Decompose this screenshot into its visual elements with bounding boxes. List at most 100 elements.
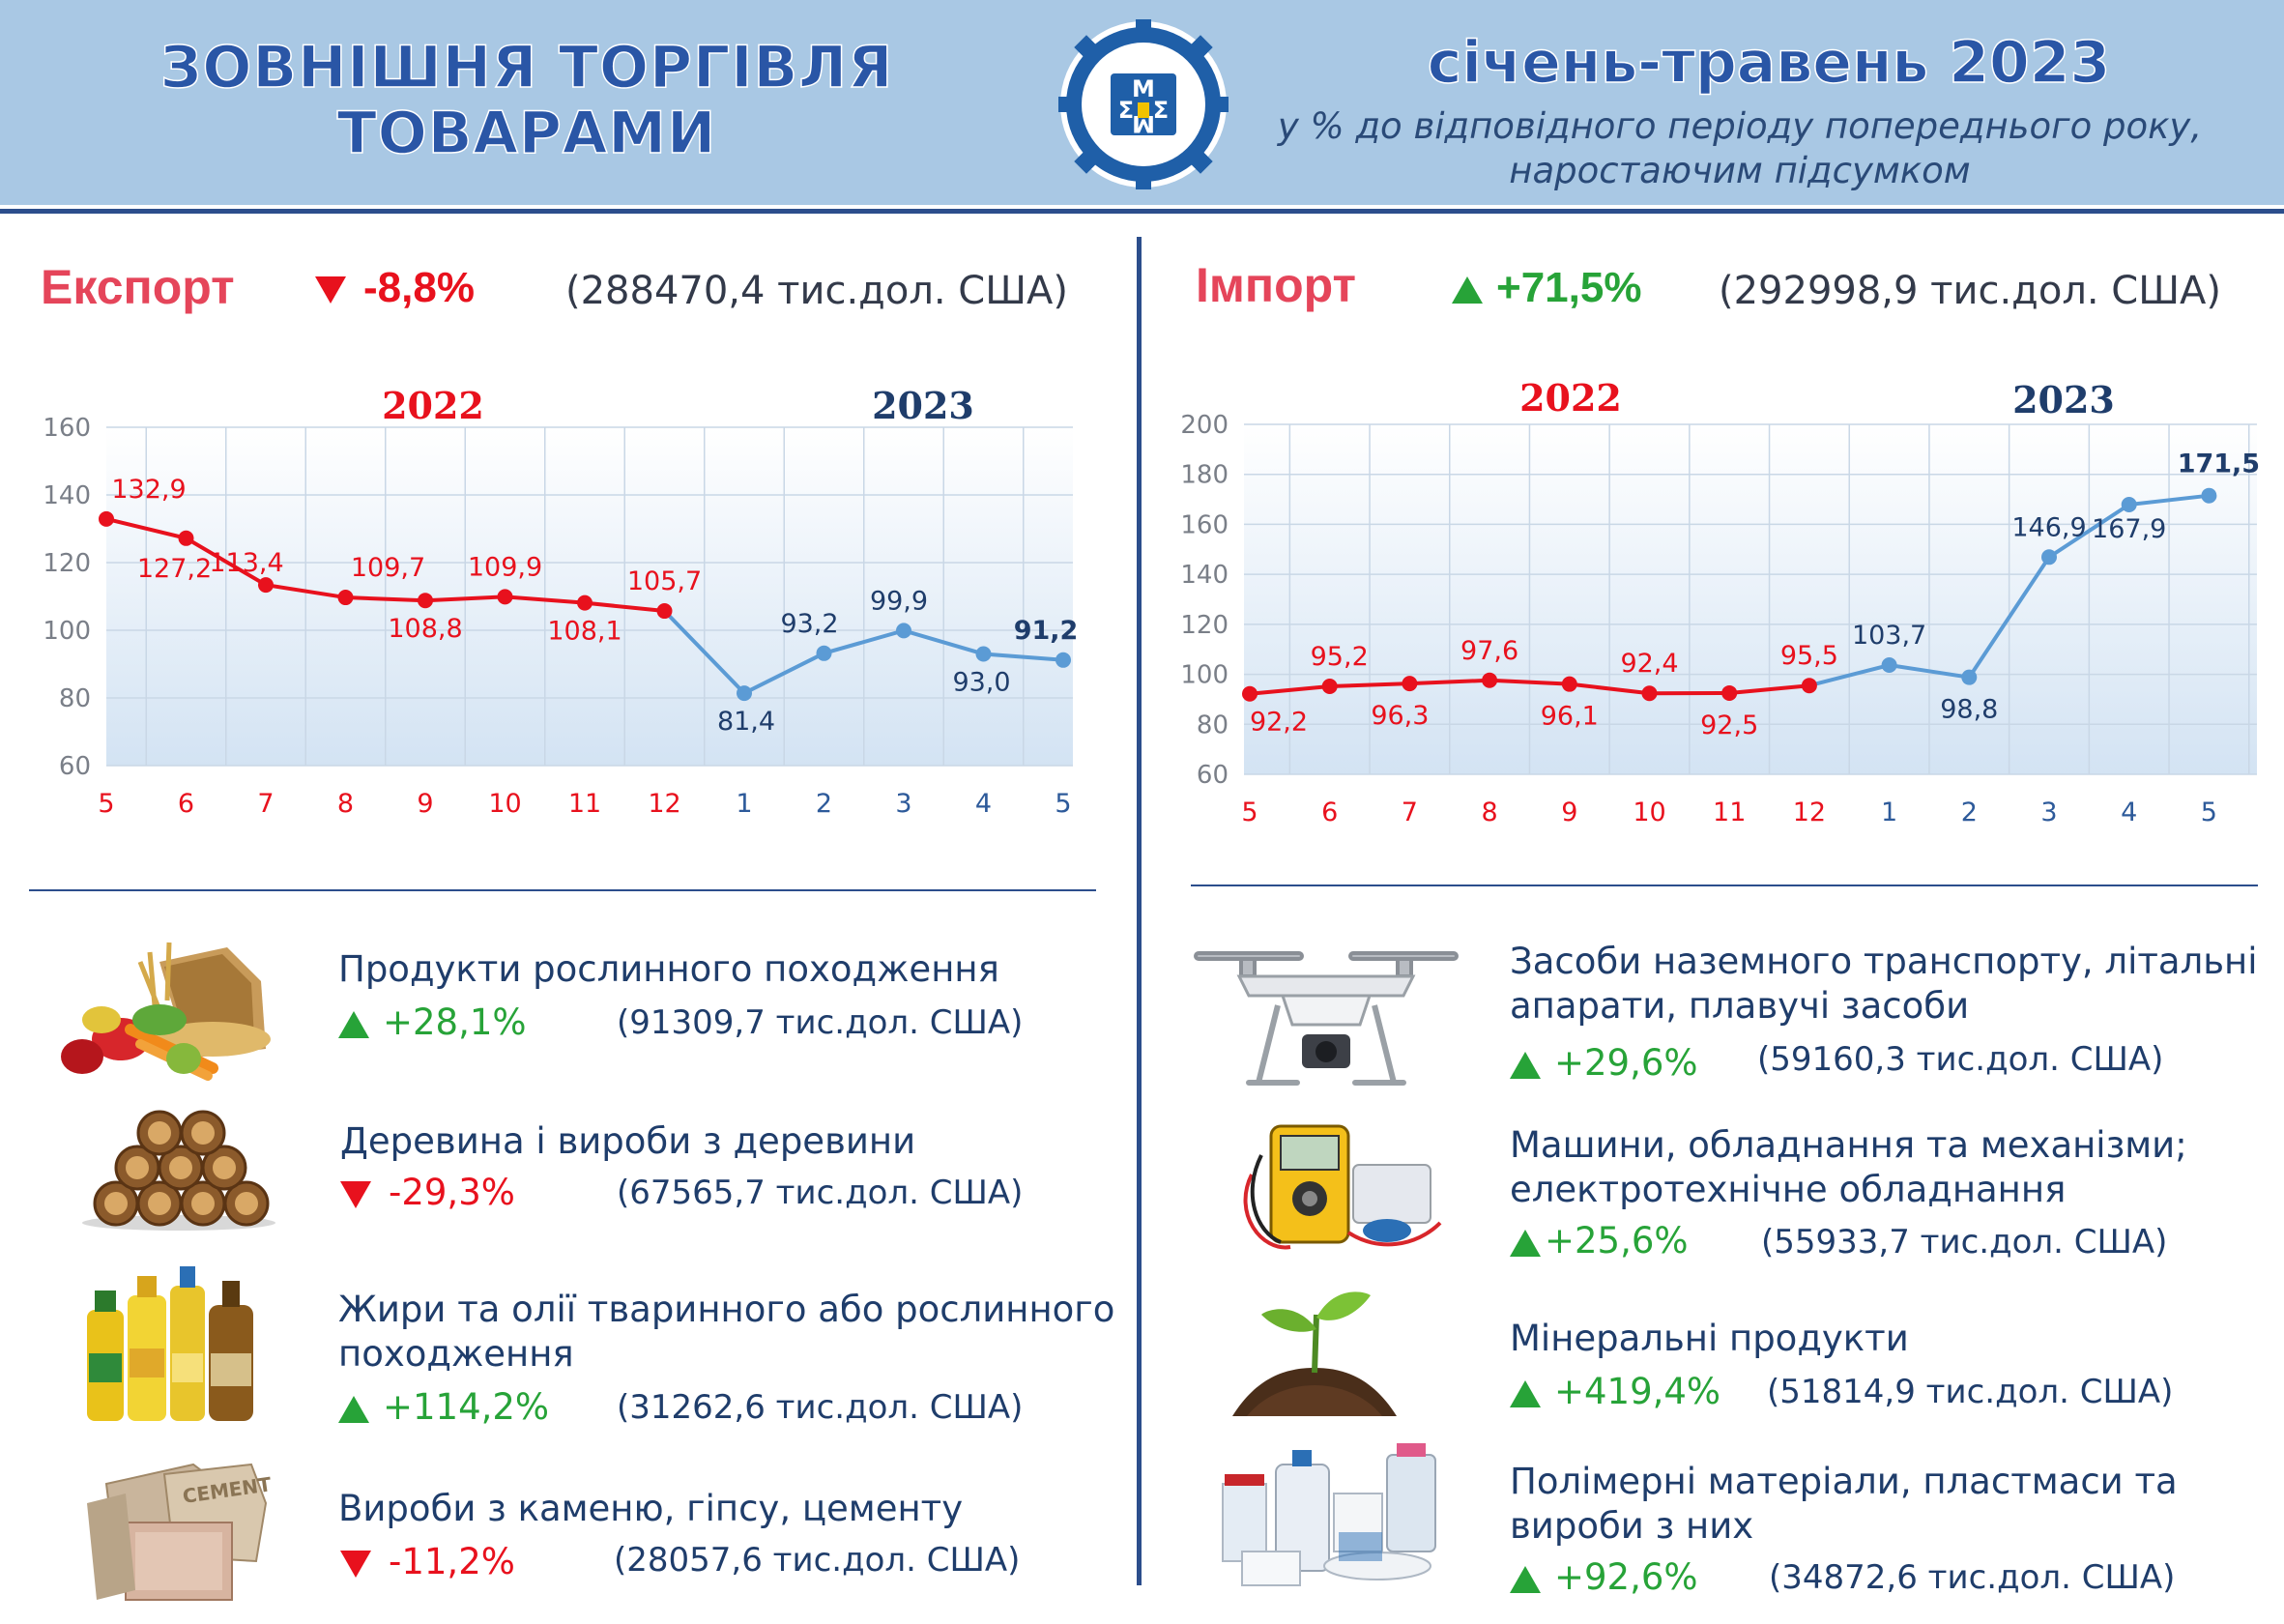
export-xtick-label: 12 bbox=[648, 789, 680, 819]
export-data-point-2023 bbox=[737, 685, 752, 702]
period-note-line2: наростаючим підсумком bbox=[1509, 150, 1971, 191]
export-ytick-label: 120 bbox=[43, 549, 91, 578]
export-category-3-change: +114,2% bbox=[338, 1386, 549, 1428]
import-data-point-2022 bbox=[1801, 678, 1817, 694]
period-note: у % до відповідного періоду попереднього… bbox=[1218, 104, 2262, 193]
export-category-2-amount: (67565,7 тис.дол. США) bbox=[617, 1174, 1024, 1212]
export-data-point-2023 bbox=[975, 646, 992, 662]
sprout-soil-icon bbox=[1232, 1291, 1397, 1416]
export-category-2-change: -29,3% bbox=[340, 1172, 515, 1213]
export-chart-divider bbox=[29, 889, 1096, 891]
multimeter-electronics-icon bbox=[1243, 1124, 1442, 1250]
import-category-1-amount: (59160,3 тис.дол. США) bbox=[1757, 1040, 2164, 1079]
import-category-4-change: +92,6% bbox=[1510, 1556, 1698, 1598]
import-data-point-2022 bbox=[1641, 685, 1658, 702]
export-data-point-2022 bbox=[258, 577, 274, 594]
import-ytick-label: 160 bbox=[1180, 510, 1229, 539]
export-xtick-label: 2 bbox=[816, 789, 832, 819]
export-data-label: 108,8 bbox=[388, 614, 462, 644]
page-title-line1: ЗОВНІШНЯ ТОРГІВЛЯ bbox=[159, 34, 894, 102]
export-xtick-label: 3 bbox=[895, 789, 911, 819]
import-ytick-label: 120 bbox=[1180, 611, 1229, 640]
export-xtick-label: 8 bbox=[337, 789, 354, 819]
export-ytick-label: 100 bbox=[43, 617, 91, 646]
export-data-label: 109,9 bbox=[468, 552, 542, 582]
import-data-point-2022 bbox=[1561, 676, 1577, 692]
import-series-line-2023 bbox=[1808, 493, 2210, 688]
import-data-label: 146,9 bbox=[2011, 512, 2086, 542]
up-arrow-icon bbox=[1452, 276, 1483, 304]
down-arrow-icon bbox=[340, 1180, 371, 1208]
export-data-label: 93,0 bbox=[952, 668, 1010, 698]
import-data-label: 92,2 bbox=[1250, 708, 1308, 738]
import-data-point-2023 bbox=[2201, 487, 2217, 504]
oil-bottles-icon bbox=[87, 1266, 253, 1421]
up-arrow-icon bbox=[1510, 1051, 1541, 1079]
export-series-line-2022 bbox=[105, 516, 665, 614]
up-arrow-icon bbox=[338, 1395, 369, 1423]
svg-text:M: M bbox=[1132, 75, 1155, 102]
page-title: ЗОВНІШНЯ ТОРГІВЛЯ ТОВАРАМИ bbox=[87, 34, 967, 167]
import-data-point-2023 bbox=[2041, 549, 2057, 566]
import-data-label: 92,4 bbox=[1620, 649, 1678, 679]
import-ytick-label: 80 bbox=[1197, 710, 1229, 740]
import-category-3-change: +419,4% bbox=[1510, 1371, 1720, 1412]
export-plot-area bbox=[106, 427, 1073, 766]
svg-text:Σ: Σ bbox=[1118, 97, 1134, 124]
import-year-label-2022: 2022 bbox=[1519, 376, 1622, 420]
export-data-point-2022 bbox=[99, 510, 114, 527]
export-category-3-name: Жири та олії тваринного або рослинного п… bbox=[338, 1289, 1115, 1375]
export-change-value: -8,8% bbox=[363, 264, 475, 311]
firewood-logs-icon bbox=[82, 1110, 275, 1231]
export-data-point-2022 bbox=[656, 603, 673, 620]
up-arrow-icon bbox=[1510, 1379, 1541, 1407]
import-xtick-label: 4 bbox=[2121, 798, 2137, 827]
down-arrow-icon bbox=[315, 276, 346, 304]
import-category-3-amount: (51814,9 тис.дол. США) bbox=[1767, 1373, 2174, 1411]
export-data-point-2022 bbox=[418, 593, 433, 609]
export-series-line-2023 bbox=[663, 609, 1064, 696]
export-category-4-amount: (28057,6 тис.дол. США) bbox=[614, 1541, 1021, 1580]
export-ytick-label: 80 bbox=[59, 684, 91, 713]
import-data-label: 167,9 bbox=[2092, 514, 2166, 544]
import-data-point-2022 bbox=[1402, 676, 1418, 692]
export-data-label: 109,7 bbox=[351, 553, 425, 583]
export-data-label: 127,2 bbox=[137, 554, 212, 584]
export-xtick-label: 10 bbox=[488, 789, 521, 819]
import-xtick-label: 1 bbox=[1881, 798, 1897, 827]
import-ytick-label: 60 bbox=[1197, 761, 1229, 790]
export-change: -8,8% bbox=[315, 264, 475, 312]
import-data-label: 103,7 bbox=[1852, 621, 1926, 651]
export-category-2-name: Деревина і вироби з деревини bbox=[340, 1120, 916, 1162]
period-note-line1: у % до відповідного періоду попереднього… bbox=[1277, 105, 2203, 147]
export-title: Експорт bbox=[41, 260, 235, 314]
export-category-4-name: Вироби з каменю, гіпсу, цементу bbox=[338, 1488, 964, 1529]
import-change: +71,5% bbox=[1452, 264, 1641, 312]
export-xtick-label: 5 bbox=[1055, 789, 1071, 819]
import-data-label: 171,5 bbox=[2178, 450, 2260, 479]
export-data-label: 108,1 bbox=[547, 617, 622, 647]
export-category-1-change: +28,1% bbox=[338, 1001, 527, 1043]
import-xtick-label: 11 bbox=[1713, 798, 1746, 827]
drone-icon bbox=[1194, 951, 1459, 1086]
export-data-label: 81,4 bbox=[717, 707, 775, 737]
import-xtick-label: 6 bbox=[1321, 798, 1338, 827]
import-ytick-label: 200 bbox=[1180, 411, 1229, 440]
import-year-label-2023: 2023 bbox=[2012, 378, 2115, 421]
import-plot-area bbox=[1244, 424, 2257, 774]
import-xtick-label: 9 bbox=[1561, 798, 1577, 827]
export-data-point-2022 bbox=[497, 589, 513, 605]
export-data-label: 99,9 bbox=[870, 586, 928, 616]
period-title: січень-травень 2023 bbox=[1427, 28, 2111, 98]
export-data-point-2023 bbox=[896, 623, 911, 639]
export-data-label: 105,7 bbox=[627, 566, 702, 596]
import-xtick-label: 2 bbox=[1961, 798, 1978, 827]
export-data-label: 93,2 bbox=[780, 609, 838, 639]
import-category-4-name: Полімерні матеріали, пластмаси та вироби… bbox=[1510, 1461, 2178, 1547]
export-ytick-label: 140 bbox=[43, 481, 91, 510]
export-data-point-2022 bbox=[178, 530, 194, 546]
up-arrow-icon bbox=[1510, 1565, 1541, 1593]
import-category-3-name: Мінеральні продукти bbox=[1510, 1318, 1909, 1359]
import-ytick-label: 140 bbox=[1180, 561, 1229, 590]
